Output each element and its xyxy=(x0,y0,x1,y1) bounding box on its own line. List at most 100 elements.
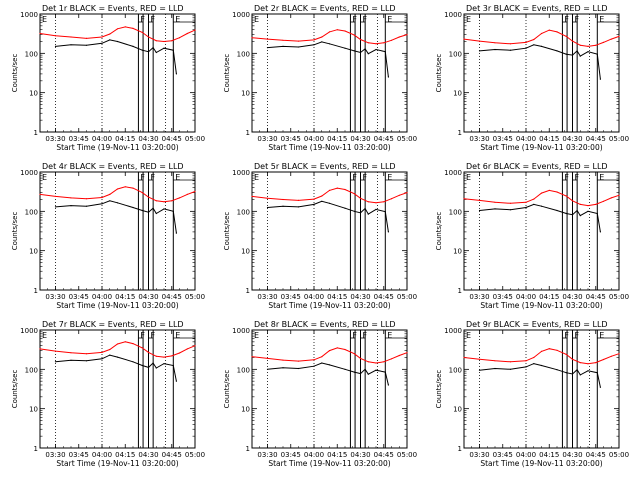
detector-panel: Det 9r BLACK = Events, RED = LLD 1 10 100 10… xyxy=(435,320,629,468)
lld-data-point xyxy=(344,30,346,32)
detector-panel: Det 6r BLACK = Events, RED = LLD 1 10 100 10… xyxy=(435,162,629,310)
detector-panel: Det 7r BLACK = Events, RED = LLD 1 10 100 10… xyxy=(11,320,205,468)
y-tick-label: 1000 xyxy=(232,11,250,19)
lld-data-point xyxy=(359,197,362,199)
x-tick-label: 03:45 xyxy=(493,293,513,301)
events-data-point xyxy=(359,51,362,54)
x-axis-label: Start Time (19-Nov-11 03:20:00) xyxy=(56,301,178,310)
events-data-point xyxy=(364,48,366,50)
lld-data-point xyxy=(359,357,362,359)
interval-marker-label: F xyxy=(363,15,368,24)
events-data-point xyxy=(359,212,362,214)
lld-data-point xyxy=(297,199,300,201)
lld-data-point xyxy=(178,352,181,354)
lld-data-point xyxy=(540,350,543,352)
x-tick-label: 04:30 xyxy=(138,293,158,301)
lld-data-point xyxy=(540,32,543,35)
lld-data-point xyxy=(336,187,338,189)
events-data-point xyxy=(556,209,558,212)
plot-frame xyxy=(39,13,196,133)
lld-data-point xyxy=(39,32,41,35)
lld-data-point xyxy=(478,40,481,42)
events-data-point xyxy=(375,369,377,371)
events-data-point xyxy=(328,43,331,45)
interval-marker-label: E xyxy=(254,331,259,340)
x-tick-label: 04:30 xyxy=(562,451,582,459)
events-data-point xyxy=(163,208,165,210)
plot-frame xyxy=(463,329,620,449)
events-data-point xyxy=(175,73,177,75)
lld-data-point xyxy=(266,357,269,359)
lld-data-point xyxy=(141,347,143,349)
events-series-line xyxy=(267,200,389,232)
lld-data-point xyxy=(390,198,393,200)
lld-data-point xyxy=(556,349,558,351)
lld-data-point xyxy=(540,192,543,194)
lld-data-point xyxy=(494,201,496,203)
x-tick-label: 03:30 xyxy=(469,135,489,143)
y-tick-label: 100 xyxy=(237,50,250,58)
events-data-point xyxy=(587,370,589,372)
lld-data-point xyxy=(571,200,574,202)
lld-data-point xyxy=(548,189,550,191)
events-data-point xyxy=(132,361,134,363)
y-tick-label: 1 xyxy=(34,445,38,453)
events-data-point xyxy=(70,359,72,361)
lld-data-point xyxy=(571,40,574,42)
events-data-point xyxy=(116,356,119,358)
events-data-point xyxy=(494,367,496,370)
lld-data-point xyxy=(565,35,567,38)
x-tick-label: 04:45 xyxy=(374,135,394,143)
lld-data-point xyxy=(579,44,581,46)
lld-data-point xyxy=(595,44,597,46)
x-tick-label: 04:00 xyxy=(92,293,112,301)
events-data-point xyxy=(328,364,331,366)
events-data-point xyxy=(387,231,389,233)
lld-data-point xyxy=(54,195,57,197)
events-data-point xyxy=(132,206,134,209)
x-tick-label: 03:30 xyxy=(257,293,277,301)
lld-data-point xyxy=(116,343,119,345)
interval-marker-label: F xyxy=(151,173,156,182)
events-data-point xyxy=(147,366,150,368)
x-tick-label: 03:45 xyxy=(69,293,89,301)
y-tick-label: 10 xyxy=(29,406,38,414)
y-tick-label: 100 xyxy=(237,366,250,374)
events-data-point xyxy=(313,203,315,205)
events-data-point xyxy=(152,362,154,364)
lld-data-point xyxy=(375,43,377,45)
x-tick-label: 04:45 xyxy=(374,293,394,301)
events-series-line xyxy=(55,200,177,234)
lld-data-point xyxy=(353,193,355,195)
plot-frame xyxy=(251,171,408,291)
interval-marker-label: E xyxy=(466,331,471,340)
x-axis-label: Start Time (19-Nov-11 03:20:00) xyxy=(480,143,602,152)
lld-data-point xyxy=(54,35,57,37)
x-tick-label: 04:30 xyxy=(138,135,158,143)
lld-data-point xyxy=(163,356,165,358)
events-data-point xyxy=(85,44,88,46)
x-tick-label: 03:30 xyxy=(45,293,65,301)
lld-data-point xyxy=(610,355,612,357)
events-data-point xyxy=(344,368,346,370)
lld-data-point xyxy=(194,190,196,193)
x-tick-label: 04:15 xyxy=(539,293,559,301)
x-tick-label: 03:45 xyxy=(281,135,301,143)
panel-title: Det 3r BLACK = Events, RED = LLD xyxy=(466,4,608,13)
lld-data-point xyxy=(618,194,620,196)
y-tick-label: 100 xyxy=(449,50,462,58)
panel-title: Det 7r BLACK = Events, RED = LLD xyxy=(42,320,184,329)
x-tick-label: 04:45 xyxy=(374,451,394,459)
interval-marker-label: F xyxy=(575,331,580,340)
events-data-point xyxy=(172,210,174,212)
x-tick-label: 04:00 xyxy=(516,293,536,301)
interval-marker-label: F xyxy=(363,173,368,182)
x-axis-label: Start Time (19-Nov-11 03:20:00) xyxy=(268,301,390,310)
events-data-point xyxy=(321,41,323,43)
y-tick-label: 10 xyxy=(453,248,462,256)
x-tick-label: 04:15 xyxy=(115,451,135,459)
y-tick-label: 100 xyxy=(237,208,250,216)
lld-data-point xyxy=(375,202,377,204)
lld-data-point xyxy=(618,35,620,38)
lld-data-point xyxy=(328,350,331,352)
